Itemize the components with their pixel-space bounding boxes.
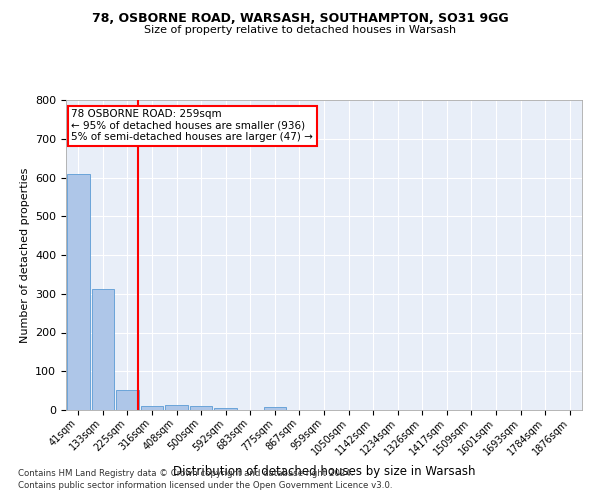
Bar	[165, 405, 188, 410]
Bar	[263, 407, 286, 410]
Bar	[92, 290, 114, 410]
Text: 78 OSBORNE ROAD: 259sqm
← 95% of detached houses are smaller (936)
5% of semi-de: 78 OSBORNE ROAD: 259sqm ← 95% of detache…	[71, 110, 313, 142]
Bar	[140, 406, 163, 410]
Y-axis label: Number of detached properties: Number of detached properties	[20, 168, 29, 342]
Text: Contains public sector information licensed under the Open Government Licence v3: Contains public sector information licen…	[18, 481, 392, 490]
Bar	[190, 406, 212, 410]
Text: 78, OSBORNE ROAD, WARSASH, SOUTHAMPTON, SO31 9GG: 78, OSBORNE ROAD, WARSASH, SOUTHAMPTON, …	[92, 12, 508, 26]
Bar	[116, 390, 139, 410]
Bar	[67, 174, 89, 410]
Text: Size of property relative to detached houses in Warsash: Size of property relative to detached ho…	[144, 25, 456, 35]
Text: Contains HM Land Registry data © Crown copyright and database right 2024.: Contains HM Land Registry data © Crown c…	[18, 468, 353, 477]
X-axis label: Distribution of detached houses by size in Warsash: Distribution of detached houses by size …	[173, 465, 475, 478]
Bar	[214, 408, 237, 410]
